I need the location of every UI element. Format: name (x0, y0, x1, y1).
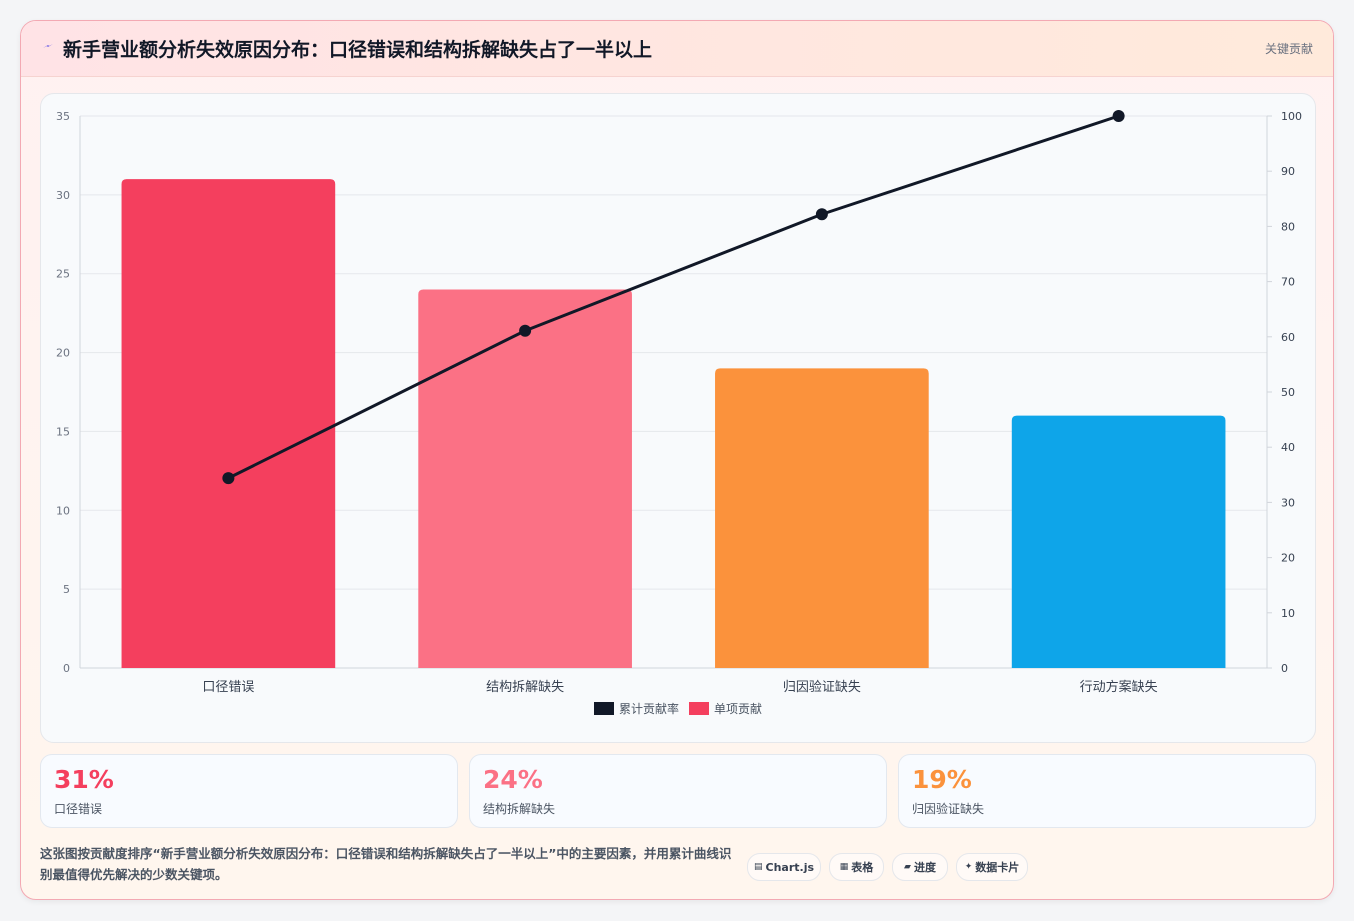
cumulative-point (222, 472, 235, 485)
y-left-tick-label: 10 (56, 504, 70, 517)
y-left-tick-label: 5 (63, 583, 70, 596)
x-tick-label: 归因验证缺失 (783, 679, 861, 695)
y-right-tick-label: 0 (1281, 662, 1288, 675)
y-right-tick-label: 20 (1281, 552, 1295, 565)
table-icon: ▦ (839, 862, 849, 872)
chip-chartjs[interactable]: ▤ Chart.js (747, 853, 821, 881)
bar-2 (418, 289, 632, 668)
stat-card-2: 24% 结构拆解缺失 (469, 754, 887, 828)
stat-value: 19% (912, 765, 972, 794)
y-left-tick-label: 0 (63, 662, 70, 675)
y-right-tick-label: 60 (1281, 331, 1295, 344)
chart-card: 新手营业额分析失效原因分布：口径错误和结构拆解缺失占了一半以上 关键贡献 0 5 1… (20, 20, 1334, 900)
chip-label: 数据卡片 (975, 861, 1020, 874)
y-right-tick-label: 80 (1281, 220, 1295, 233)
legend-swatch (594, 702, 614, 715)
y-right-tick-label: 40 (1281, 441, 1295, 454)
sparkle-icon: ✦ (964, 862, 973, 872)
stat-cards: 31% 口径错误 24% 结构拆解缺失 19% 归因验证缺失 (40, 754, 1316, 828)
chart-icon: ▤ (753, 862, 763, 872)
stat-label: 结构拆解缺失 (483, 802, 556, 816)
stat-card-3: 19% 归因验证缺失 (898, 754, 1316, 828)
x-tick-label: 行动方案缺失 (1080, 679, 1158, 695)
chip-progress[interactable]: ▰ 进度 (892, 853, 948, 881)
chip-label: 表格 (851, 861, 874, 874)
stat-value: 24% (483, 765, 543, 794)
x-tick-label: 口径错误 (202, 680, 254, 695)
y-right-tick-label: 100 (1281, 110, 1302, 123)
x-tick-label: 结构拆解缺失 (486, 680, 564, 695)
chart-description: 这张图按贡献度排序“新手营业额分析失效原因分布：口径错误和结构拆解缺失占了一半以… (40, 846, 732, 882)
legend-label: 累计贡献率 (619, 701, 679, 716)
y-right-tick-label: 90 (1281, 165, 1295, 178)
lightning-icon (43, 44, 53, 48)
stat-value: 31% (54, 765, 114, 794)
bar-4 (1011, 415, 1226, 668)
stat-label: 归因验证缺失 (912, 802, 985, 816)
cumulative-point (815, 208, 828, 221)
chip-data-card[interactable]: ✦ 数据卡片 (956, 853, 1028, 881)
y-left-tick-label: 20 (56, 347, 70, 360)
y-right-tick-label: 30 (1281, 496, 1295, 509)
cumulative-point (1112, 110, 1125, 122)
page-title: 新手营业额分析失效原因分布：口径错误和结构拆解缺失占了一半以上 (63, 39, 653, 61)
y-left-tick-label: 30 (56, 189, 70, 202)
chart-area: 0 5 10 15 20 25 30 35 0 10 20 30 40 50 60 70 80 90 100 口径错误… (40, 93, 1316, 743)
header-tag: 关键贡献 (1264, 42, 1313, 56)
y-right-tick-label: 70 (1281, 276, 1295, 289)
y-left-tick-label: 35 (56, 110, 70, 123)
cumulative-point (519, 324, 532, 337)
bar-3 (715, 368, 929, 668)
chip-label: Chart.js (765, 860, 815, 874)
legend-swatch (689, 702, 709, 715)
bar-1 (121, 179, 336, 668)
y-right-tick-label: 50 (1281, 386, 1295, 399)
progress-icon: ▰ (904, 862, 911, 872)
y-left-tick-label: 25 (56, 268, 70, 281)
card-header: 新手营业额分析失效原因分布：口径错误和结构拆解缺失占了一半以上 关键贡献 (21, 21, 1333, 77)
y-right-tick-label: 10 (1281, 607, 1295, 620)
legend-label: 单项贡献 (714, 701, 762, 716)
stat-card-1: 31% 口径错误 (40, 754, 458, 828)
chip-label: 进度 (913, 861, 936, 874)
cumulative-line (227, 114, 1120, 480)
y-left-tick-label: 15 (56, 425, 70, 438)
chip-table[interactable]: ▦ 表格 (829, 853, 884, 881)
pareto-chart: 0 5 10 15 20 25 30 35 0 10 20 30 40 50 60 70 80 90 100 口径错误… (56, 110, 1302, 716)
stat-label: 口径错误 (54, 802, 103, 816)
